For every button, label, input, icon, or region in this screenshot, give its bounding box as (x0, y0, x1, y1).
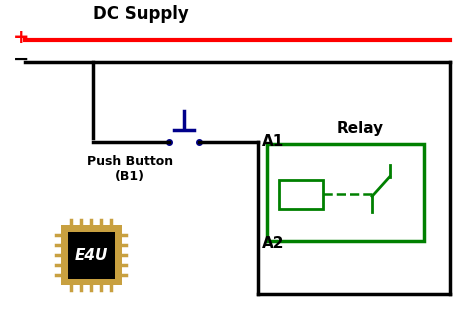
Text: Push Button
(B1): Push Button (B1) (87, 155, 173, 183)
Text: Relay: Relay (337, 121, 384, 136)
Bar (68, 232, 115, 278)
Text: DC Supply: DC Supply (93, 5, 189, 23)
Text: −: − (13, 50, 29, 69)
Text: A1: A1 (262, 134, 284, 149)
Text: +: + (13, 28, 29, 47)
Text: E4U: E4U (74, 247, 108, 263)
Bar (279, 180, 323, 209)
Bar (267, 143, 424, 241)
Text: A2: A2 (262, 236, 284, 251)
Bar (61, 225, 121, 286)
